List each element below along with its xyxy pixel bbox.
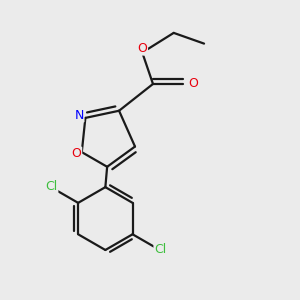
Text: O: O bbox=[71, 147, 81, 161]
Text: O: O bbox=[137, 42, 147, 55]
Text: Cl: Cl bbox=[45, 180, 58, 193]
Text: N: N bbox=[74, 109, 84, 122]
Text: O: O bbox=[188, 77, 198, 91]
Text: Cl: Cl bbox=[154, 243, 167, 256]
